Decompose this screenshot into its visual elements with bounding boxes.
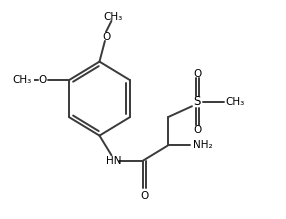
Text: O: O [102,32,110,42]
Text: CH₃: CH₃ [103,12,122,22]
Text: O: O [193,69,202,79]
Text: S: S [194,95,201,108]
Text: HN: HN [106,156,121,166]
Text: CH₃: CH₃ [13,75,32,85]
Text: O: O [39,75,47,85]
Text: O: O [193,125,202,135]
Text: NH₂: NH₂ [193,140,213,150]
Text: CH₃: CH₃ [226,97,245,107]
Text: O: O [140,191,149,201]
